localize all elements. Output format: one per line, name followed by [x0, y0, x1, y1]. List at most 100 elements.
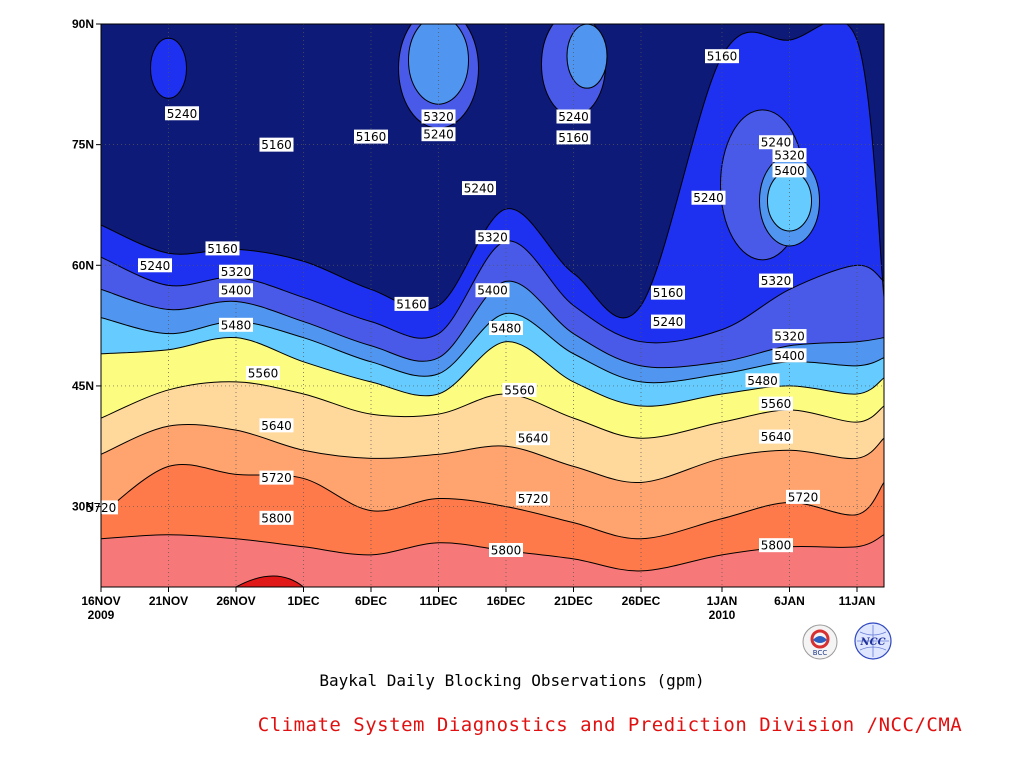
x-tick-label: 16DEC	[487, 594, 526, 608]
contour-label: 5480	[489, 321, 523, 336]
contour-label: 5720	[516, 491, 550, 506]
contour-5480	[101, 336, 884, 407]
contour-label: 5480	[745, 373, 780, 388]
contour-label-bg	[556, 109, 591, 124]
contour-label-bg	[759, 429, 793, 444]
chart-title: Baykal Daily Blocking Observations (gpm)	[319, 671, 705, 690]
x-tick-label: 11DEC	[419, 594, 457, 608]
contour-label: 5160	[205, 241, 240, 256]
contour-label-text: 5320	[774, 149, 805, 163]
contour-label-text: 5400	[774, 349, 805, 363]
x-tick-label: 26NOV	[216, 594, 255, 608]
contour-label: 5160	[394, 296, 429, 311]
contour-label-text: 5160	[707, 50, 738, 64]
contour-label-text: 5160	[261, 138, 292, 152]
contour-label: 5720	[259, 470, 294, 485]
x-tick-label: 2010	[709, 608, 736, 622]
contour-5320	[101, 280, 884, 369]
plot-frame	[100, 23, 885, 588]
contour-label-text: 5480	[491, 322, 522, 336]
contour-label-text: 5800	[491, 544, 522, 558]
contour-label: 5400	[772, 348, 807, 363]
contour-label-bg	[354, 129, 388, 144]
contour-label: 5160	[259, 137, 294, 152]
contour-label-text: 5240	[761, 136, 792, 150]
contour-label: 5560	[759, 396, 793, 411]
contour-label-text: 5160	[558, 131, 589, 145]
contour-label: 5160	[705, 49, 739, 64]
contour-label-text: 5560	[761, 397, 792, 411]
contour-label-text: 5160	[653, 286, 684, 300]
contour-labels: 5720580057205640556054805400532052405160…	[84, 49, 820, 558]
contour-label-bg	[772, 163, 807, 178]
contour-label: 5480	[219, 317, 253, 332]
contour-label: 5320	[772, 329, 807, 344]
contour-label: 5400	[219, 283, 253, 298]
band-below-5800	[101, 534, 884, 587]
contour-label: 5160	[556, 130, 591, 145]
contour-label-text: 5720	[261, 471, 292, 485]
contour-label-bg	[219, 283, 253, 298]
y-tick-label: 60N	[72, 258, 94, 272]
contour-label: 5240	[421, 127, 456, 142]
contour-label-text: 5240	[653, 315, 684, 329]
contour-label-text: 5480	[221, 318, 252, 332]
contour-label: 5320	[475, 230, 510, 245]
contour-label: 5320	[219, 264, 253, 279]
contour-label: 5560	[246, 366, 280, 381]
contour-label-text: 5320	[774, 330, 805, 344]
contour-label: 5320	[421, 109, 456, 124]
contour-label-text: 5640	[518, 432, 549, 446]
contour-label: 5800	[259, 510, 294, 525]
contour-label: 5800	[489, 543, 523, 558]
contour-label: 5720	[786, 489, 820, 504]
contour-label-text: 5320	[477, 231, 508, 245]
x-tick-label: 1JAN	[707, 594, 738, 608]
x-tick-label: 16NOV	[81, 594, 120, 608]
contour-label-text: 5560	[248, 367, 279, 381]
contour-label-text: 5400	[774, 164, 805, 178]
contour-label-bg	[421, 109, 456, 124]
contour-label-bg	[772, 148, 807, 163]
contour-label-text: 5240	[167, 107, 198, 121]
x-tick-label: 1DEC	[287, 594, 319, 608]
contour-label-text: 5400	[221, 284, 252, 298]
contour-label-bg	[475, 283, 510, 298]
contour-label-text: 5160	[396, 297, 427, 311]
contour-label-bg	[394, 296, 429, 311]
contour-label-bg	[259, 470, 294, 485]
agency-logos: BCC NCC	[802, 622, 892, 660]
contour-label-text: 5320	[761, 274, 792, 288]
contour-label-text: 5800	[261, 511, 292, 525]
contour-label-bg	[205, 241, 240, 256]
svg-text:BCC: BCC	[813, 649, 828, 657]
contour-label-bg	[759, 273, 793, 288]
y-tick-label: 30N	[72, 500, 94, 514]
contour-label-bg	[489, 321, 523, 336]
ncc-logo: NCC	[854, 622, 892, 660]
contour-label: 5240	[165, 106, 199, 121]
contour-label: 5640	[259, 418, 294, 433]
contour-label: 5320	[772, 148, 807, 163]
contour-label: 5240	[138, 258, 172, 273]
contour-label: 5240	[651, 314, 685, 329]
y-tick-label: 75N	[72, 138, 94, 152]
svg-text:NCC: NCC	[859, 637, 885, 648]
contour-label-bg	[259, 137, 294, 152]
contour-label-bg	[759, 538, 793, 553]
contour-label-text: 5720	[788, 490, 819, 504]
contour-label: 5160	[651, 285, 685, 300]
contour-label: 5640	[759, 429, 793, 444]
contour-5160	[101, 24, 884, 319]
contour-label: 5400	[772, 163, 807, 178]
contour-label: 5640	[516, 431, 550, 446]
contour-label-bg	[759, 396, 793, 411]
contour-label-text: 5640	[761, 430, 792, 444]
contour-label-text: 5240	[140, 259, 171, 273]
x-tick-label: 6DEC	[355, 594, 387, 608]
contour-label-bg	[502, 382, 537, 397]
contour-label-bg	[219, 264, 253, 279]
contour-label-bg	[772, 329, 807, 344]
contour-label-text: 5720	[518, 492, 549, 506]
